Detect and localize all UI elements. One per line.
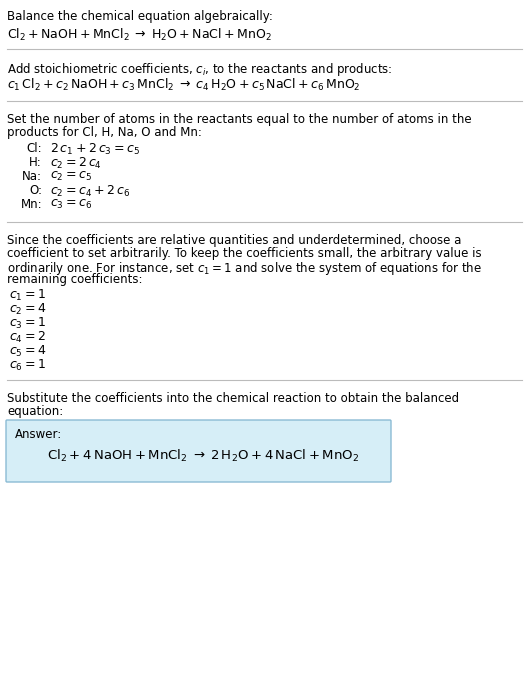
- Text: $c_5 = 4$: $c_5 = 4$: [9, 344, 47, 359]
- Text: $c_2 = c_5$: $c_2 = c_5$: [50, 170, 92, 183]
- Text: Cl:: Cl:: [26, 142, 42, 155]
- Text: $c_6 = 1$: $c_6 = 1$: [9, 358, 46, 373]
- Text: Since the coefficients are relative quantities and underdetermined, choose a: Since the coefficients are relative quan…: [7, 234, 461, 247]
- Text: ordinarily one. For instance, set $c_1 = 1$ and solve the system of equations fo: ordinarily one. For instance, set $c_1 =…: [7, 260, 482, 277]
- Text: $c_3 = c_6$: $c_3 = c_6$: [50, 198, 92, 211]
- Text: $c_2 = c_4 + 2\,c_6$: $c_2 = c_4 + 2\,c_6$: [50, 184, 130, 199]
- Text: coefficient to set arbitrarily. To keep the coefficients small, the arbitrary va: coefficient to set arbitrarily. To keep …: [7, 247, 481, 260]
- Text: Set the number of atoms in the reactants equal to the number of atoms in the: Set the number of atoms in the reactants…: [7, 113, 472, 126]
- Text: products for Cl, H, Na, O and Mn:: products for Cl, H, Na, O and Mn:: [7, 126, 202, 139]
- Text: Add stoichiometric coefficients, $c_i$, to the reactants and products:: Add stoichiometric coefficients, $c_i$, …: [7, 61, 393, 78]
- Text: $c_1 = 1$: $c_1 = 1$: [9, 288, 46, 303]
- Text: $c_1\,\mathrm{Cl_2} + c_2\,\mathrm{NaOH} + c_3\,\mathrm{MnCl_2} \;\rightarrow\; : $c_1\,\mathrm{Cl_2} + c_2\,\mathrm{NaOH}…: [7, 77, 361, 93]
- Text: H:: H:: [29, 156, 42, 169]
- Text: $c_4 = 2$: $c_4 = 2$: [9, 330, 46, 345]
- Text: $c_3 = 1$: $c_3 = 1$: [9, 316, 46, 331]
- Text: remaining coefficients:: remaining coefficients:: [7, 273, 142, 286]
- Text: Mn:: Mn:: [21, 198, 42, 211]
- Text: equation:: equation:: [7, 405, 63, 418]
- Text: Na:: Na:: [22, 170, 42, 183]
- Text: $c_2 = 4$: $c_2 = 4$: [9, 302, 47, 317]
- FancyBboxPatch shape: [6, 420, 391, 482]
- Text: Answer:: Answer:: [15, 428, 62, 441]
- Text: O:: O:: [29, 184, 42, 197]
- Text: $c_2 = 2\,c_4$: $c_2 = 2\,c_4$: [50, 156, 102, 171]
- Text: $2\,c_1 + 2\,c_3 = c_5$: $2\,c_1 + 2\,c_3 = c_5$: [50, 142, 140, 157]
- Text: $\mathrm{Cl_2 + NaOH + MnCl_2} \;\rightarrow\; \mathrm{H_2O + NaCl + MnO_2}$: $\mathrm{Cl_2 + NaOH + MnCl_2} \;\righta…: [7, 27, 272, 43]
- Text: $\mathrm{Cl_2 + 4\,NaOH + MnCl_2} \;\rightarrow\; \mathrm{2\,H_2O + 4\,NaCl + Mn: $\mathrm{Cl_2 + 4\,NaOH + MnCl_2} \;\rig…: [47, 448, 359, 464]
- Text: Balance the chemical equation algebraically:: Balance the chemical equation algebraica…: [7, 10, 273, 23]
- Text: Substitute the coefficients into the chemical reaction to obtain the balanced: Substitute the coefficients into the che…: [7, 392, 459, 405]
